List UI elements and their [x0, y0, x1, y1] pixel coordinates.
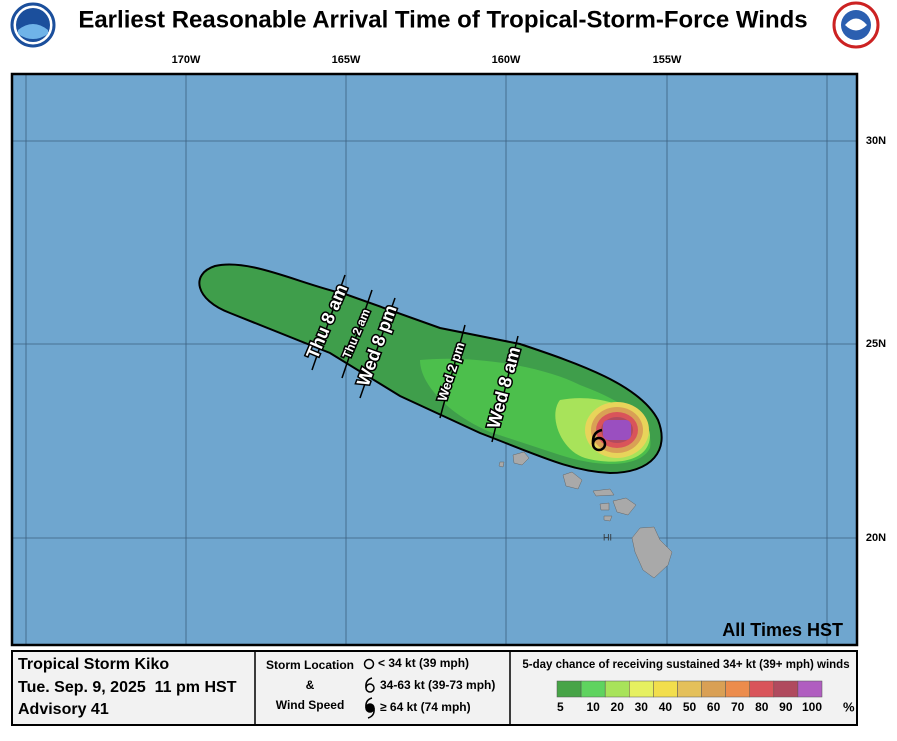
longitude-labels: 170W 165W 160W 155W	[172, 54, 682, 66]
latitude-label: 30N	[866, 135, 886, 147]
scale-label: 50	[683, 700, 697, 714]
scale-swatch	[653, 680, 678, 698]
longitude-label: 165W	[332, 54, 361, 66]
scale-label: 10	[586, 700, 600, 714]
scale-label: 5	[557, 700, 564, 714]
noaa-logo	[10, 2, 56, 48]
scale-label: 60	[707, 700, 721, 714]
scale-swatch	[797, 680, 823, 698]
scale-swatch	[701, 680, 726, 698]
scale-label: 40	[659, 700, 673, 714]
issued: Tue. Sep. 9, 2025 11 pm HST	[18, 679, 237, 696]
scale-title: 5-day chance of receiving sustained 34+ …	[522, 659, 849, 671]
region-label: HI	[603, 532, 612, 542]
scale-label: 90	[779, 700, 793, 714]
scale-label: 70	[731, 700, 745, 714]
storm-name: Tropical Storm Kiko	[18, 656, 169, 673]
legend-title: Storm Location	[266, 658, 354, 672]
scale-swatch	[677, 680, 702, 698]
scale-swatch	[556, 680, 582, 698]
legend-title: &	[306, 678, 315, 692]
symbol-icon	[363, 658, 375, 670]
scale-swatch	[604, 680, 630, 698]
title: Earliest Reasonable Arrival Time of Trop…	[78, 6, 807, 33]
symbol-label: 34-63 kt (39-73 mph)	[380, 678, 495, 692]
map: Thu 8 am Thu 2 am Wed 8 pm Wed 2 pm Wed …	[10, 72, 859, 647]
symbol-icon	[365, 697, 375, 719]
latitude-labels: 30N 25N 20N	[866, 135, 886, 544]
scale-swatch	[749, 680, 775, 698]
swath-100	[603, 420, 631, 440]
longitude-label: 155W	[653, 54, 682, 66]
islands	[498, 451, 673, 579]
symbol-label: < 34 kt (39 mph)	[378, 656, 469, 670]
time-note: All Times HST	[722, 620, 843, 640]
longitude-label: 160W	[492, 54, 521, 66]
latitude-label: 25N	[866, 338, 886, 350]
scale-swatch	[725, 680, 750, 698]
scale-label: 30	[635, 700, 649, 714]
time-lines	[311, 274, 519, 443]
scale-label: 80	[755, 700, 769, 714]
symbol-label: ≥ 64 kt (74 mph)	[380, 700, 471, 714]
scale-unit: %	[843, 699, 855, 714]
symbol-icon	[365, 677, 375, 693]
latitude-label: 20N	[866, 532, 886, 544]
scale-label: 100	[802, 700, 822, 714]
nws-logo	[832, 1, 880, 49]
footer: Tropical Storm Kiko Tue. Sep. 9, 2025 11…	[11, 650, 858, 726]
scale-swatch	[580, 680, 606, 698]
scale-swatch	[773, 680, 799, 698]
storm-symbol	[591, 428, 607, 452]
longitude-label: 170W	[172, 54, 201, 66]
scale-swatch	[629, 680, 654, 698]
legend-title: Wind Speed	[276, 698, 345, 712]
advisory: Advisory 41	[18, 701, 109, 718]
graticule	[12, 74, 857, 645]
scale-label: 20	[611, 700, 625, 714]
probability-scale: 5 10 20 30 40 50 60 70 80 90 100	[556, 680, 823, 714]
